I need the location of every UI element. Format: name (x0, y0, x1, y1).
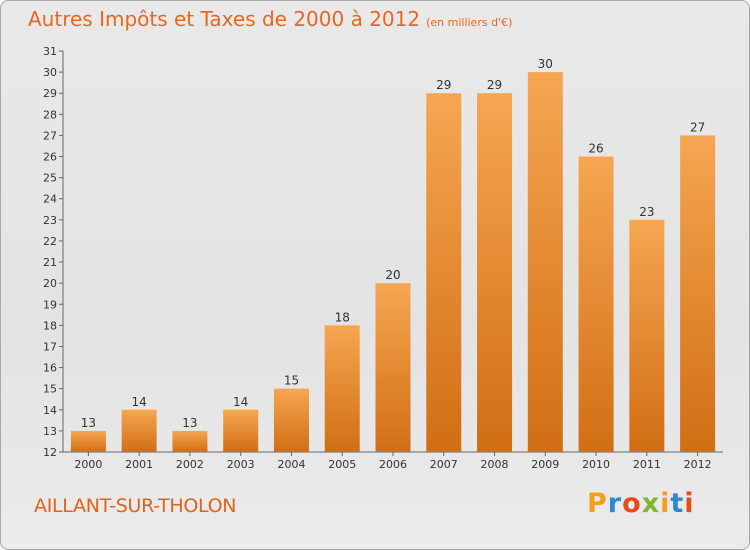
data-label-2010: 26 (588, 142, 603, 156)
logo-letter: P (587, 488, 608, 519)
y-tick-label: 29 (43, 87, 57, 100)
y-tick-label: 19 (43, 298, 57, 311)
logo-letter: t (670, 488, 685, 519)
y-tick-label: 25 (43, 172, 57, 185)
y-tick-label: 15 (43, 383, 57, 396)
data-label-2009: 30 (538, 57, 553, 71)
y-tick-label: 27 (43, 129, 57, 142)
data-label-2005: 18 (335, 310, 350, 324)
logo-letter: x (641, 488, 661, 519)
data-label-2001: 14 (132, 395, 147, 409)
x-tick-label-2010: 2010 (582, 458, 610, 471)
bar-2012 (680, 135, 716, 452)
y-tick-label: 16 (43, 362, 57, 375)
x-tick-label-2009: 2009 (531, 458, 559, 471)
bar-2006 (375, 283, 411, 452)
chart-title: Autres Impôts et Taxes de 2000 à 2012 (en… (28, 7, 512, 31)
data-label-2003: 14 (233, 395, 248, 409)
logo-letter: i (684, 488, 695, 519)
y-tick-label: 22 (43, 235, 57, 248)
data-label-2008: 29 (487, 78, 502, 92)
data-label-2002: 13 (182, 416, 197, 430)
y-tick-label: 14 (43, 404, 57, 417)
data-label-2007: 29 (436, 78, 451, 92)
x-tick-label-2004: 2004 (277, 458, 305, 471)
proxiti-logo[interactable]: Proxiti (587, 488, 695, 519)
bars: 13 14 13 14 15 18 20 29 29 30 26 23 27 (70, 57, 716, 453)
bar-2002 (172, 430, 208, 452)
y-tick-label: 31 (43, 45, 57, 58)
x-tick-label-2008: 2008 (481, 458, 509, 471)
chart-subtitle: (en milliers d'€) (426, 16, 513, 29)
logo-letter: i (660, 488, 671, 519)
x-tick-label-2001: 2001 (125, 458, 153, 471)
data-label-2011: 23 (639, 205, 654, 219)
y-tick-label: 17 (43, 340, 57, 353)
bar-2010 (578, 156, 614, 453)
x-tick-label-2006: 2006 (379, 458, 407, 471)
x-tick-label-2012: 2012 (684, 458, 712, 471)
x-tick-label-2011: 2011 (633, 458, 661, 471)
bar-2005 (324, 325, 360, 452)
data-label-2000: 13 (81, 416, 96, 430)
y-tick-label: 23 (43, 214, 57, 227)
y-tick-label: 13 (43, 425, 57, 438)
axes: 12 13 14 15 16 17 18 19 20 21 22 23 24 25 26 27 28 29 30 31… (43, 45, 723, 471)
y-tick-label: 30 (43, 66, 57, 79)
bar-2011 (629, 219, 665, 452)
data-label-2012: 27 (690, 120, 705, 134)
y-tick-label: 21 (43, 256, 57, 269)
x-tick-label-2000: 2000 (74, 458, 102, 471)
x-tick-label-2007: 2007 (430, 458, 458, 471)
y-tick-label: 26 (43, 151, 57, 164)
y-tick-label: 24 (43, 193, 57, 206)
bar-2000 (70, 430, 106, 452)
logo-letter: o (622, 488, 642, 519)
bar-2003 (223, 409, 259, 452)
y-tick-label: 12 (43, 446, 57, 459)
city-name: AILLANT-SUR-THOLON (34, 495, 237, 517)
logo-letter: r (607, 488, 623, 519)
bar-2001 (121, 409, 157, 452)
bar-2008 (477, 93, 513, 453)
x-tick-label-2003: 2003 (227, 458, 255, 471)
bar-2009 (527, 72, 563, 453)
bar-2007 (426, 93, 462, 453)
x-tick-label-2002: 2002 (176, 458, 204, 471)
y-tick-label: 18 (43, 319, 57, 332)
data-label-2004: 15 (284, 374, 299, 388)
y-tick-label: 20 (43, 277, 57, 290)
title-text: Autres Impôts et Taxes de 2000 à 2012 (28, 7, 421, 31)
y-tick-label: 28 (43, 108, 57, 121)
bar-2004 (273, 388, 309, 452)
data-label-2006: 20 (385, 268, 400, 282)
x-tick-label-2005: 2005 (328, 458, 356, 471)
